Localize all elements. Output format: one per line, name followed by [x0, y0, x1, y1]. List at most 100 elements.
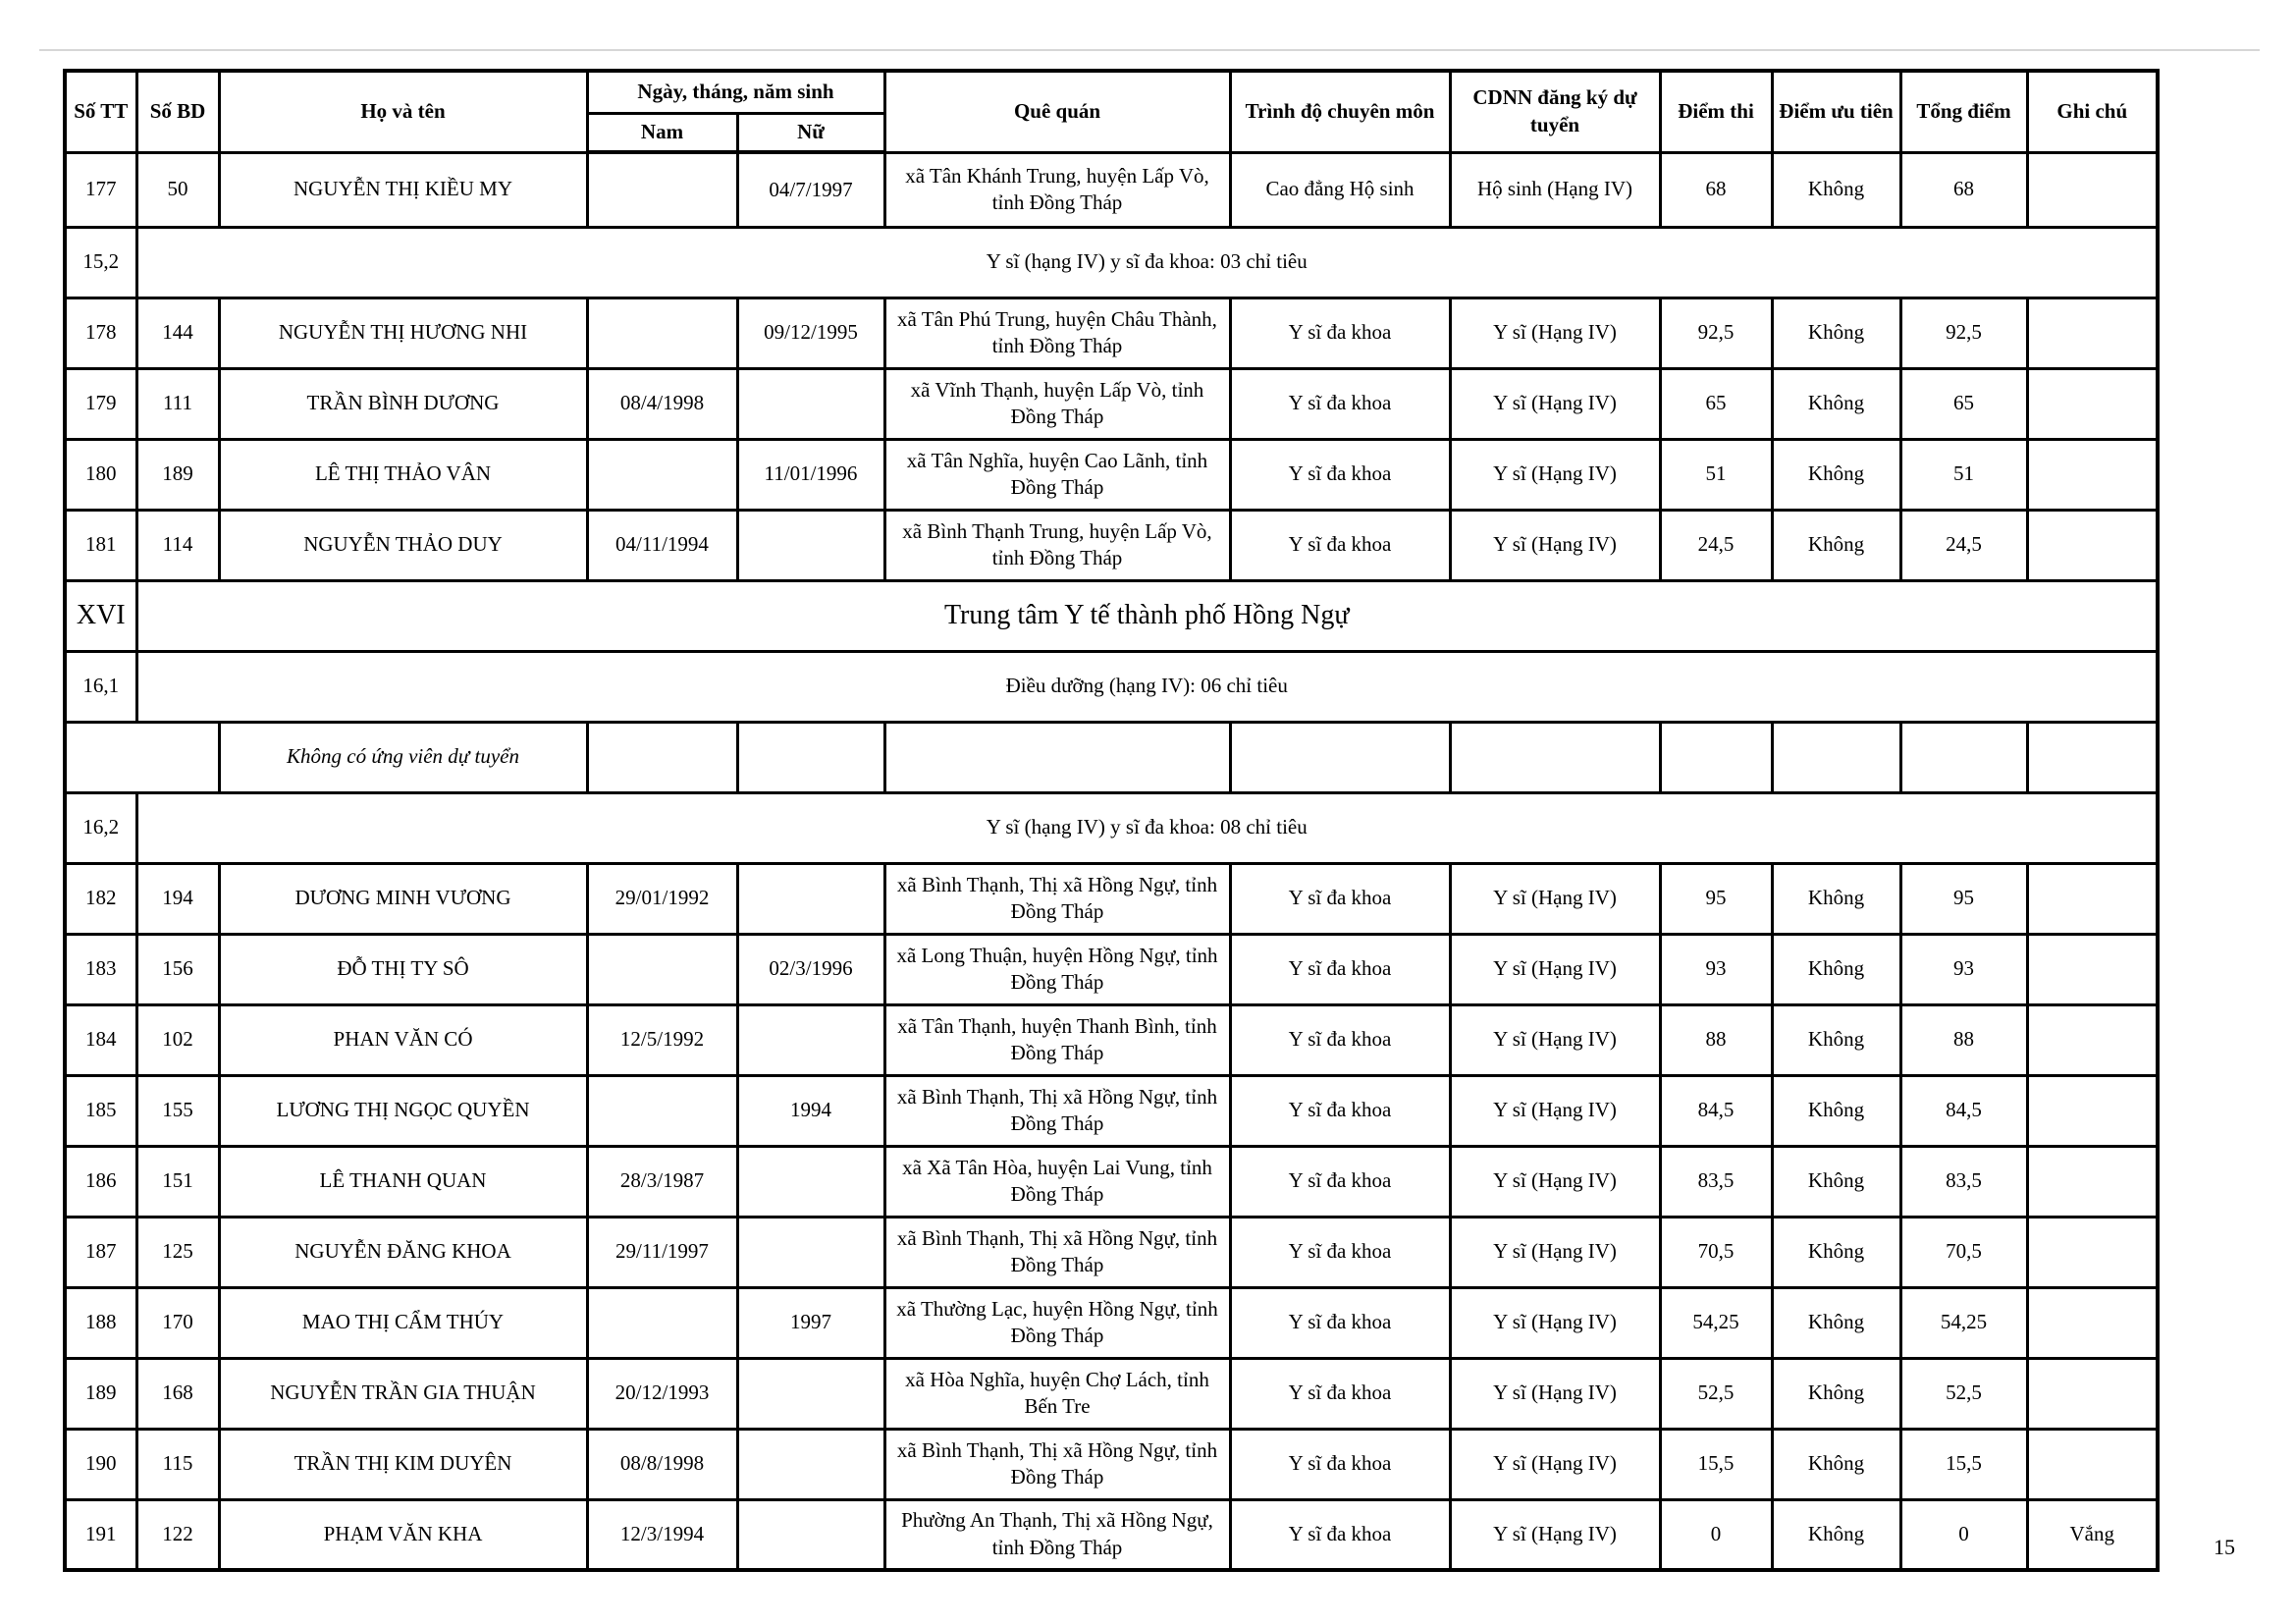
cell-trinhdo: Y sĩ đa khoa [1228, 296, 1452, 370]
cell-cdnn: Y sĩ (Hạng IV) [1448, 508, 1662, 582]
cell-ngaysinh-nu: 04/7/1997 [735, 150, 886, 229]
candidate-row-186: 186 151 LÊ THANH QUAN 28/3/1987 xã Xã Tân Hò… [63, 1144, 2160, 1218]
cell-stt: 188 [63, 1285, 138, 1360]
cell-diemthi: 0 [1658, 1497, 1774, 1572]
cell-stt: 190 [63, 1427, 138, 1501]
cell-diemthi: 54,25 [1658, 1285, 1774, 1360]
cell-quequan: xã Bình Thạnh, Thị xã Hồng Ngự, tỉnh Đồn… [882, 1215, 1232, 1289]
cell-stt: 177 [63, 150, 138, 229]
section-title: Trung tâm Y tế thành phố Hồng Ngự [134, 578, 2160, 653]
cell-uutien: Không [1770, 1073, 1902, 1148]
cell-ngaysinh-nu [735, 861, 886, 936]
header-row-2: Nam Nữ [65, 112, 2158, 154]
header-row-1: Số TT Số BD Họ và tên Ngày, tháng, năm s… [63, 69, 2160, 154]
cell-ghichu [2025, 1215, 2160, 1289]
cell-ngaysinh-nu [735, 1356, 886, 1431]
cell-hoten: PHẠM VĂN KHA [217, 1497, 589, 1572]
cell-diemthi: 24,5 [1658, 508, 1774, 582]
cell-tongdiem [1898, 720, 2029, 794]
cell-uutien: Không [1770, 932, 1902, 1006]
cell-trinhdo: Y sĩ đa khoa [1228, 1215, 1452, 1289]
cell-cdnn: Y sĩ (Hạng IV) [1448, 1356, 1662, 1431]
no-candidates-note: Không có ứng viên dự tuyển [217, 720, 589, 794]
cell-quequan [882, 720, 1232, 794]
cell-tongdiem: 15,5 [1898, 1427, 2029, 1501]
cell-trinhdo: Y sĩ đa khoa [1228, 1144, 1452, 1218]
cell-cdnn: Y sĩ (Hạng IV) [1448, 861, 1662, 936]
candidate-row-191: 191 122 PHẠM VĂN KHA 12/3/1994 Phường An Thạ… [63, 1497, 2160, 1572]
cell-ngaysinh-nam [585, 1073, 739, 1148]
cell-diemthi: 52,5 [1658, 1356, 1774, 1431]
cell-trinhdo: Y sĩ đa khoa [1228, 1356, 1452, 1431]
cell-ngaysinh-nu [735, 508, 886, 582]
cell-ghichu [2025, 1002, 2160, 1077]
cell-ghichu [2025, 508, 2160, 582]
header-diemthi: Điểm thi [1658, 69, 1774, 154]
cell-tongdiem: 51 [1898, 437, 2029, 512]
cell-ngaysinh-nam: 08/4/1998 [585, 366, 739, 441]
cell-uutien: Không [1770, 296, 1902, 370]
cell-ngaysinh-nam: 28/3/1987 [585, 1144, 739, 1218]
cell-ngaysinh-nu [735, 366, 886, 441]
cell-uutien: Không [1770, 366, 1902, 441]
header-quequan: Quê quán [882, 69, 1232, 154]
cell-hoten: NGUYỄN THẢO DUY [217, 508, 589, 582]
cell-hoten: ĐỖ THỊ TY SÔ [217, 932, 589, 1006]
cell-trinhdo: Y sĩ đa khoa [1228, 1002, 1452, 1077]
cell-quequan: xã Vĩnh Thạnh, huyện Lấp Vò, tỉnh Đồng T… [882, 366, 1232, 441]
cell-cdnn [1448, 720, 1662, 794]
cell-sobd: 111 [134, 366, 221, 441]
cell-hoten: TRẦN BÌNH DƯƠNG [217, 366, 589, 441]
cell-tongdiem: 65 [1898, 366, 2029, 441]
table-body: 177 50 NGUYỄN THỊ KIỀU MY 04/7/1997 xã Tân K… [63, 150, 2160, 1572]
cell-quequan: xã Tân Phú Trung, huyện Châu Thành, tỉnh… [882, 296, 1232, 370]
cell-ngaysinh-nu: 11/01/1996 [735, 437, 886, 512]
cell-uutien: Không [1770, 150, 1902, 229]
candidate-row-181: 181 114 NGUYỄN THẢO DUY 04/11/1994 xã Bình T… [63, 508, 2160, 582]
candidate-row-183: 183 156 ĐỖ THỊ TY SÔ 02/3/1996 xã Long Thuận… [63, 932, 2160, 1006]
cell-ghichu [2025, 1285, 2160, 1360]
cell-ngaysinh-nam: 12/5/1992 [585, 1002, 739, 1077]
cell-ngaysinh-nam: 12/3/1994 [585, 1497, 739, 1572]
cell-stt: 179 [63, 366, 138, 441]
cell-uutien: Không [1770, 1497, 1902, 1572]
candidate-row-187: 187 125 NGUYỄN ĐĂNG KHOA 29/11/1997 xã Bình … [63, 1215, 2160, 1289]
cell-hoten: LÊ THANH QUAN [217, 1144, 589, 1218]
cell-ngaysinh-nu [735, 1497, 886, 1572]
cell-trinhdo: Cao đẳng Hộ sinh [1228, 150, 1452, 229]
cell-trinhdo: Y sĩ đa khoa [1228, 508, 1452, 582]
cell-quequan: xã Tân Nghĩa, huyện Cao Lãnh, tỉnh Đồng … [882, 437, 1232, 512]
cell-diemthi: 88 [1658, 1002, 1774, 1077]
cell-sobd: 115 [134, 1427, 221, 1501]
cell-cdnn: Y sĩ (Hạng IV) [1448, 437, 1662, 512]
cell-quequan: xã Hòa Nghĩa, huyện Chợ Lách, tỉnh Bến T… [882, 1356, 1232, 1431]
candidate-row-179: 179 111 TRẦN BÌNH DƯƠNG 08/4/1998 xã Vĩnh Th… [63, 366, 2160, 441]
cell-quequan: xã Tân Khánh Trung, huyện Lấp Vò, tỉnh Đ… [882, 150, 1232, 229]
cell-cdnn: Y sĩ (Hạng IV) [1448, 1002, 1662, 1077]
cell-diemthi: 70,5 [1658, 1215, 1774, 1289]
cell-stt: 186 [63, 1144, 138, 1218]
cell-stt: 178 [63, 296, 138, 370]
cell-sobd: 170 [134, 1285, 221, 1360]
cell-ngaysinh-nu [735, 720, 886, 794]
cell-cdnn: Y sĩ (Hạng IV) [1448, 366, 1662, 441]
cell-uutien: Không [1770, 1285, 1902, 1360]
subsection-heading-row: 16,1 Điều dưỡng (hạng IV): 06 chỉ tiêu [63, 649, 2160, 724]
cell-quequan: xã Bình Thạnh, Thị xã Hồng Ngự, tỉnh Đồn… [882, 1427, 1232, 1501]
cell-sobd: 189 [134, 437, 221, 512]
cell-ngaysinh-nam: 29/11/1997 [585, 1215, 739, 1289]
cell-ngaysinh-nu [735, 1002, 886, 1077]
cell-hoten: LÊ THỊ THẢO VÂN [217, 437, 589, 512]
header-nam: Nam [585, 112, 739, 154]
cell-uutien: Không [1770, 1144, 1902, 1218]
page-top-rule [39, 49, 2260, 51]
cell-quequan: xã Thường Lạc, huyện Hồng Ngự, tỉnh Đồng… [882, 1285, 1232, 1360]
cell-quequan: xã Tân Thạnh, huyện Thanh Bình, tỉnh Đồn… [882, 1002, 1232, 1077]
cell-quequan: xã Xã Tân Hòa, huyện Lai Vung, tỉnh Đồng… [882, 1144, 1232, 1218]
cell-hoten: PHAN VĂN CÓ [217, 1002, 589, 1077]
cell-tongdiem: 70,5 [1898, 1215, 2029, 1289]
header-stt: Số TT [63, 69, 138, 154]
cell-ngaysinh-nu [735, 1215, 886, 1289]
cell-ngaysinh-nam [585, 1285, 739, 1360]
section-number: 16,1 [63, 649, 138, 724]
